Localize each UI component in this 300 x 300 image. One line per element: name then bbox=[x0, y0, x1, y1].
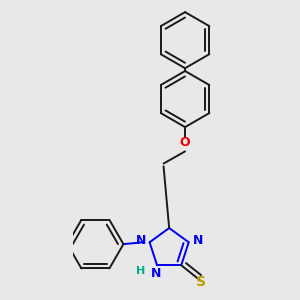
Text: N: N bbox=[151, 267, 161, 280]
Text: H: H bbox=[136, 266, 145, 276]
Text: N: N bbox=[193, 234, 203, 247]
Text: N: N bbox=[136, 234, 146, 247]
Text: S: S bbox=[196, 275, 206, 289]
Text: O: O bbox=[180, 136, 190, 149]
